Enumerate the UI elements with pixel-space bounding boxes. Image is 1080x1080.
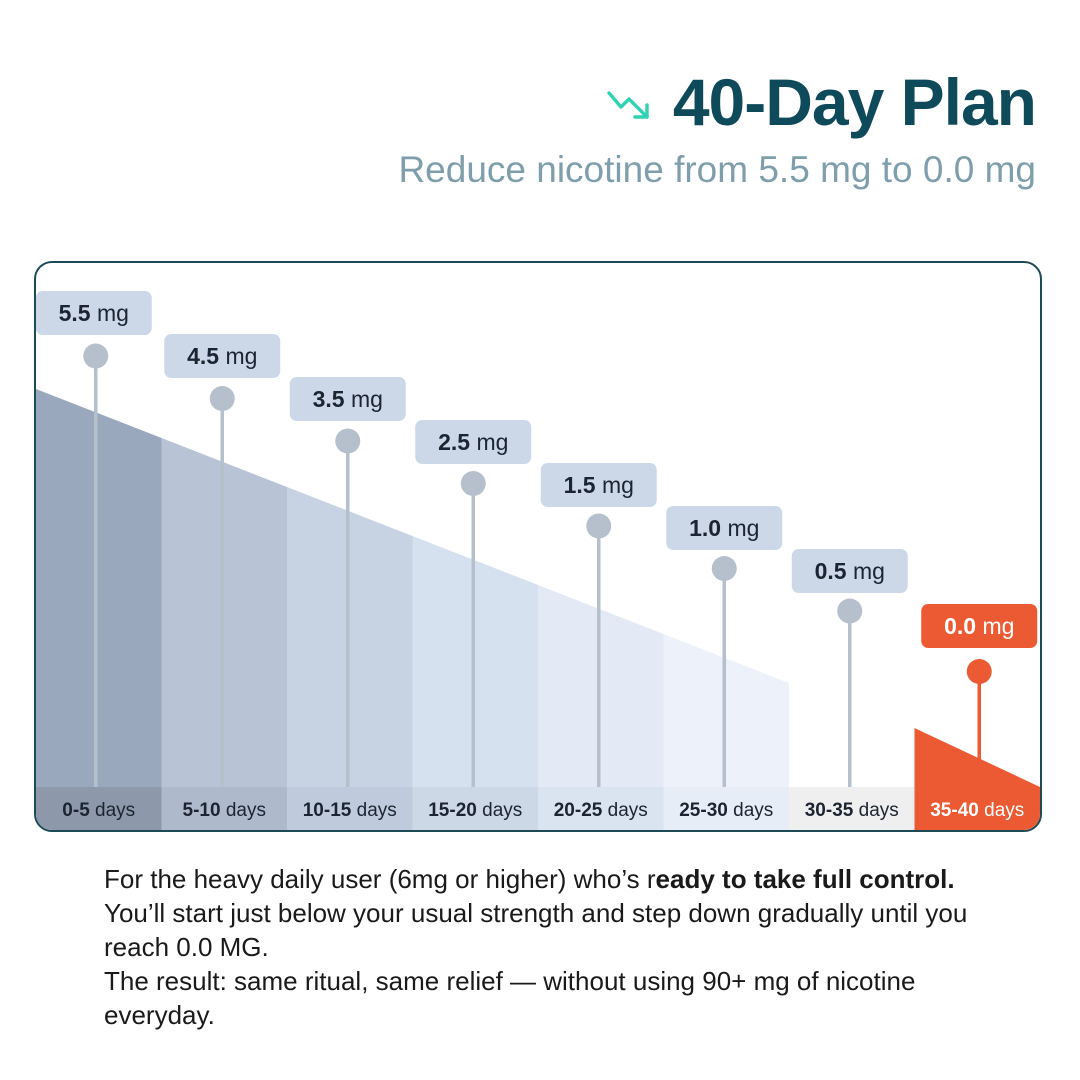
category-cell-4	[538, 787, 664, 830]
value-label-unit: mg	[470, 429, 508, 455]
value-label-number: 3.5	[313, 386, 345, 412]
value-label-2: 3.5 mg	[313, 386, 383, 412]
value-label-number: 5.5	[59, 300, 91, 326]
value-label-number: 0.0	[944, 613, 976, 639]
pin-dot-7	[966, 659, 992, 684]
title-row: 40-Day Plan	[398, 62, 1037, 142]
value-label-number: 2.5	[438, 429, 470, 455]
category-label-unit: days	[90, 800, 135, 821]
category-label-unit: days	[351, 800, 396, 821]
value-label-6: 0.5 mg	[815, 558, 885, 584]
value-badge-2	[289, 377, 406, 421]
category-cell-0	[36, 787, 162, 830]
plan-description: For the heavy daily user (6mg or higher)…	[104, 862, 984, 1032]
category-label-unit: days	[853, 800, 898, 821]
value-label-5: 1.0 mg	[689, 515, 759, 541]
value-label-unit: mg	[345, 386, 383, 412]
category-label-range: 20-25	[554, 800, 603, 821]
category-label-unit: days	[979, 800, 1024, 821]
header: 40-Day Plan Reduce nicotine from 5.5 mg …	[398, 62, 1037, 192]
category-label-range: 5-10	[183, 800, 221, 821]
segment-area-4	[538, 585, 664, 787]
value-label-number: 0.5	[815, 558, 847, 584]
category-cell-6	[789, 787, 915, 830]
category-label-unit: days	[602, 800, 647, 821]
segment-area-3	[412, 536, 538, 787]
value-badge-6	[791, 549, 908, 593]
page-title: 40-Day Plan	[672, 65, 1037, 139]
category-label-range: 0-5	[62, 800, 90, 821]
value-label-3: 2.5 mg	[438, 429, 508, 455]
category-label-1: 5-10 days	[183, 800, 266, 821]
value-label-number: 4.5	[187, 343, 219, 369]
segment-area-7	[914, 728, 1040, 787]
pin-dot-2	[335, 428, 361, 454]
value-label-unit: mg	[91, 300, 129, 326]
nicotine-step-chart: 0-5 days 5-10 days 10-15 days 15-20 days 20-…	[36, 291, 1040, 830]
category-label-range: 25-30	[679, 800, 728, 821]
category-label-range: 30-35	[805, 800, 854, 821]
segment-area-0	[36, 389, 162, 787]
category-label-unit: days	[221, 800, 266, 821]
chart-card: 0-5 days 5-10 days 10-15 days 15-20 days 20-…	[34, 261, 1042, 832]
value-badge-5	[666, 506, 783, 550]
value-label-unit: mg	[847, 558, 885, 584]
description-emphasis: eady to take full control.	[655, 864, 955, 894]
value-label-4: 1.5 mg	[564, 472, 634, 498]
pin-dot-1	[209, 386, 235, 411]
category-label-unit: days	[728, 800, 773, 821]
value-label-unit: mg	[219, 343, 257, 369]
segment-area-1	[161, 438, 287, 787]
value-label-0: 5.5 mg	[59, 300, 129, 326]
pin-dot-0	[83, 343, 109, 369]
description-paragraph-2: The result: same ritual, same relief — w…	[104, 966, 916, 1030]
pin-dot-3	[460, 471, 486, 496]
category-label-4: 20-25 days	[554, 800, 648, 821]
description-tail: You’ll start just below your usual stren…	[104, 898, 968, 962]
value-badge-4	[540, 463, 657, 507]
category-label-range: 10-15	[303, 800, 352, 821]
pin-dot-6	[837, 598, 863, 624]
trending-down-icon	[607, 91, 649, 119]
category-label-6: 30-35 days	[805, 800, 899, 821]
value-label-unit: mg	[721, 515, 759, 541]
category-cell-1	[161, 787, 288, 830]
segment-area-2	[287, 487, 413, 787]
value-label-number: 1.0	[689, 515, 721, 541]
value-label-7: 0.0 mg	[944, 613, 1014, 639]
category-label-range: 15-20	[428, 800, 477, 821]
category-label-unit: days	[477, 800, 522, 821]
category-label-0: 0-5 days	[62, 800, 135, 821]
pin-dot-4	[586, 513, 612, 539]
category-label-3: 15-20 days	[428, 800, 522, 821]
value-label-number: 1.5	[564, 472, 596, 498]
category-cell-3	[412, 787, 539, 830]
category-cell-7	[914, 787, 1040, 830]
segment-area-5	[663, 634, 789, 787]
value-label-unit: mg	[976, 613, 1014, 639]
value-badge-1	[164, 334, 281, 378]
category-cell-5	[663, 787, 790, 830]
value-badge-3	[415, 420, 532, 464]
value-badge-7	[921, 604, 1038, 648]
category-label-5: 25-30 days	[679, 800, 773, 821]
pin-dot-5	[711, 556, 737, 581]
page-subtitle: Reduce nicotine from 5.5 mg to 0.0 mg	[398, 149, 1036, 190]
value-label-1: 4.5 mg	[187, 343, 257, 369]
description-lead: For the heavy daily user (6mg or higher)…	[104, 864, 656, 894]
description-paragraph-1: For the heavy daily user (6mg or higher)…	[104, 862, 984, 964]
value-badge-0	[36, 291, 152, 335]
category-label-7: 35-40 days	[930, 800, 1024, 821]
value-label-unit: mg	[596, 472, 634, 498]
category-cell-2	[287, 787, 413, 830]
category-label-range: 35-40	[930, 800, 979, 821]
category-label-2: 10-15 days	[303, 800, 397, 821]
